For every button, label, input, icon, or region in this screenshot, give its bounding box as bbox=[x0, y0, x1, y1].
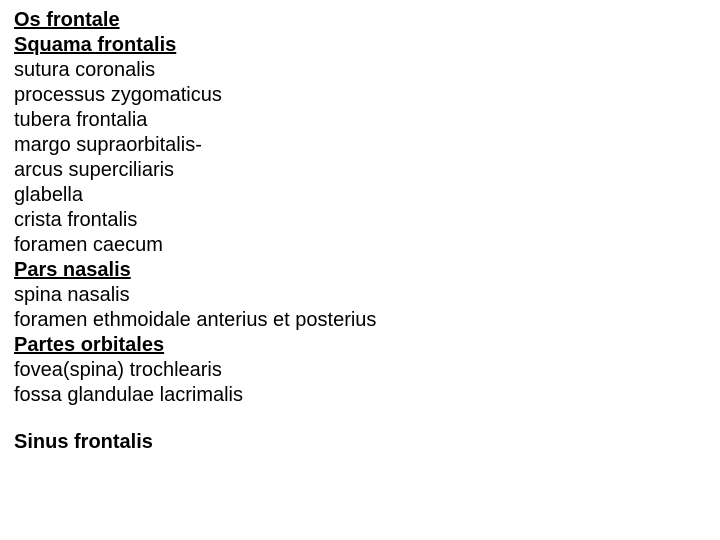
text-line: sutura coronalis bbox=[14, 58, 706, 83]
text-line: foramen caecum bbox=[14, 233, 706, 258]
heading-partes-orbitales: Partes orbitales bbox=[14, 333, 706, 358]
heading-sinus-frontalis: Sinus frontalis bbox=[14, 430, 706, 455]
text-line: margo supraorbitalis- bbox=[14, 133, 706, 158]
heading-pars-nasalis: Pars nasalis bbox=[14, 258, 706, 283]
heading-os-frontale: Os frontale bbox=[14, 8, 706, 33]
text-line: fovea(spina) trochlearis bbox=[14, 358, 706, 383]
text-line: processus zygomaticus bbox=[14, 83, 706, 108]
text-line: glabella bbox=[14, 183, 706, 208]
text-line: arcus superciliaris bbox=[14, 158, 706, 183]
text-line: fossa glandulae lacrimalis bbox=[14, 383, 706, 408]
text-line: foramen ethmoidale anterius et posterius bbox=[14, 308, 706, 333]
text-block: Os frontale Squama frontalis sutura coro… bbox=[14, 8, 706, 455]
text-line: crista frontalis bbox=[14, 208, 706, 233]
blank-line bbox=[14, 408, 706, 430]
text-line: tubera frontalia bbox=[14, 108, 706, 133]
text-line: spina nasalis bbox=[14, 283, 706, 308]
heading-squama-frontalis: Squama frontalis bbox=[14, 33, 706, 58]
